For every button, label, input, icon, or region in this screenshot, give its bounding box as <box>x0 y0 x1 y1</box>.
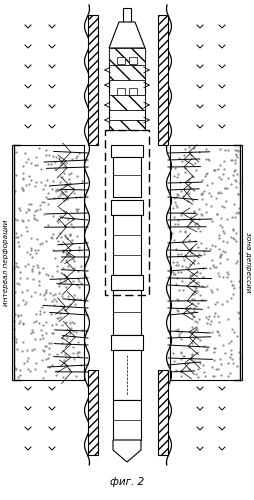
Text: фиг. 2: фиг. 2 <box>110 477 144 487</box>
Bar <box>111 145 143 157</box>
Bar <box>111 275 143 290</box>
Bar <box>105 130 149 295</box>
Bar <box>109 65 145 80</box>
Bar <box>113 215 141 275</box>
Bar <box>109 120 145 130</box>
Bar <box>117 88 125 95</box>
Text: зона депрессии: зона депрессии <box>245 232 251 293</box>
Bar <box>88 370 98 455</box>
Bar <box>129 88 137 95</box>
Bar <box>111 200 143 215</box>
Bar <box>113 157 141 197</box>
Bar <box>117 57 125 64</box>
Bar <box>170 145 242 380</box>
Bar <box>109 48 145 130</box>
Bar <box>113 350 141 400</box>
Bar <box>158 15 168 145</box>
Bar <box>12 145 84 380</box>
Text: интервал перфорации: интервал перфорации <box>3 219 9 306</box>
Bar <box>88 15 98 145</box>
Bar <box>109 48 145 65</box>
Polygon shape <box>109 22 145 48</box>
Bar <box>113 400 141 440</box>
Bar <box>109 95 145 110</box>
Bar <box>158 370 168 455</box>
Polygon shape <box>113 440 141 462</box>
Bar <box>129 57 137 64</box>
Bar <box>123 8 131 22</box>
Bar <box>113 290 141 335</box>
Bar <box>111 335 143 350</box>
